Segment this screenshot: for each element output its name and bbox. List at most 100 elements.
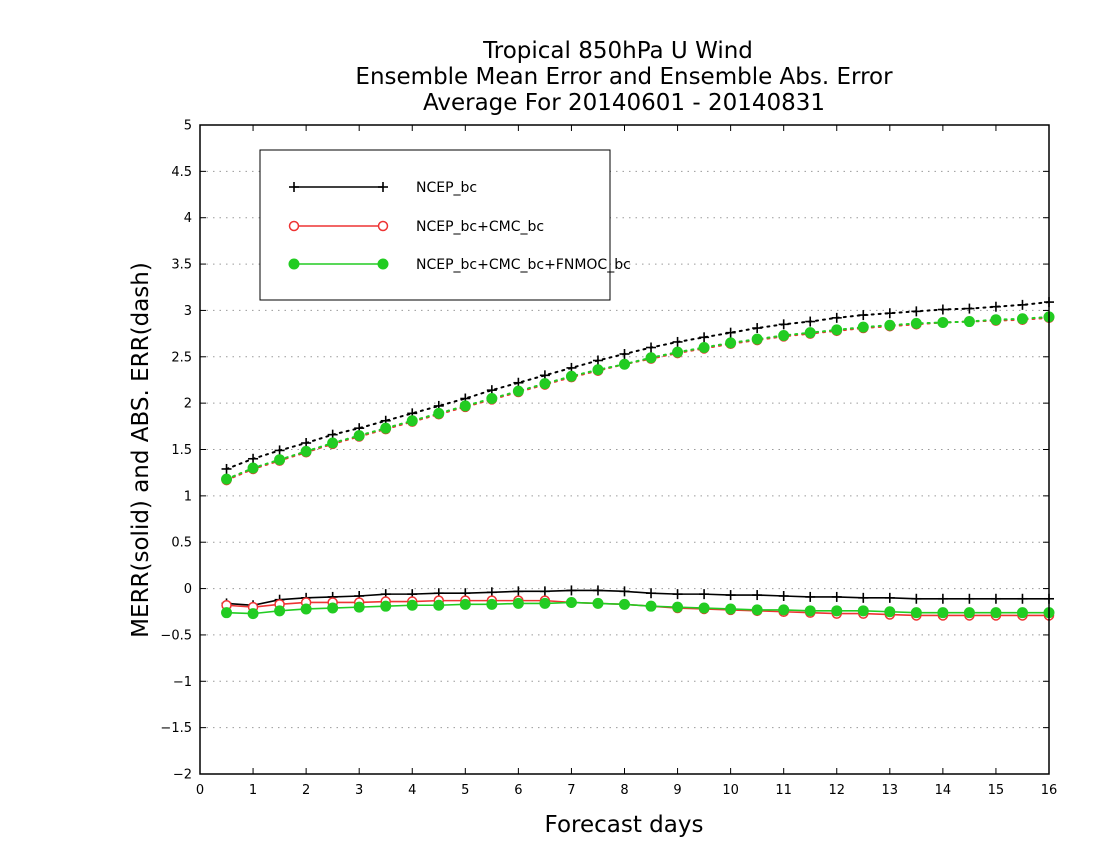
abs-err-point — [884, 319, 896, 331]
abs-err-point — [406, 415, 418, 427]
series-layer — [221, 297, 1055, 621]
abs-err-point — [512, 385, 524, 397]
mean-err-point — [513, 586, 524, 597]
legend-label: NCEP_bc — [416, 180, 477, 196]
mean-err-point — [858, 592, 869, 603]
title-line-1: Tropical 850hPa U Wind — [482, 38, 753, 64]
mean-err-point — [804, 605, 816, 617]
abs-err-point — [752, 323, 763, 334]
x-tick-label: 12 — [828, 783, 845, 798]
x-tick-label: 7 — [567, 783, 575, 798]
mean-err-point — [353, 601, 365, 613]
mean-err-point — [990, 607, 1002, 619]
mean-err-point — [752, 590, 763, 601]
abs-err-point — [433, 407, 445, 419]
y-tick-label: −1 — [173, 675, 192, 690]
mean-err-point — [565, 596, 577, 608]
abs-err-point — [858, 310, 869, 321]
mean-err-point — [964, 593, 975, 604]
chart-title: Tropical 850hPa U Wind Ensemble Mean Err… — [355, 38, 893, 116]
y-tick-label: 3.5 — [171, 258, 192, 273]
abs-err-line — [225, 315, 1050, 481]
x-axis-label: Forecast days — [545, 812, 704, 838]
abs-err-point — [565, 370, 577, 382]
mean-err-point — [990, 593, 1001, 604]
mean-err-point — [247, 608, 259, 620]
mean-err-point — [221, 607, 233, 619]
title-line-3: Average For 20140601 - 20140831 — [423, 90, 825, 116]
mean-err-point — [486, 598, 498, 610]
legend-label: NCEP_bc+CMC_bc+FNMOC_bc — [416, 257, 631, 273]
mean-err-point — [406, 599, 418, 611]
abs-err-point — [910, 317, 922, 329]
abs-err-point — [725, 337, 737, 349]
abs-err-point — [592, 355, 603, 366]
abs-err-point — [300, 445, 312, 457]
y-tick-label: 2 — [184, 397, 192, 412]
abs-err-point — [857, 321, 869, 333]
mean-err-point — [725, 603, 737, 615]
abs-err-point — [221, 473, 233, 485]
mean-err-point — [539, 597, 551, 609]
series-ncep-bc-cmc-bc-fnmoc-bc — [221, 311, 1055, 620]
mean-err-point — [1016, 607, 1028, 619]
legend-marker — [378, 182, 388, 192]
abs-err-point — [221, 463, 232, 474]
x-tick-label: 4 — [408, 783, 416, 798]
abs-err-point — [778, 319, 789, 330]
mean-err-point — [380, 600, 392, 612]
mean-err-point — [459, 598, 471, 610]
abs-err-line — [225, 301, 1050, 470]
y-axis-label: MERR(solid) and ABS. ERR(dash) — [128, 262, 154, 638]
abs-err-point — [459, 400, 471, 412]
mean-err-point — [672, 589, 683, 600]
mean-err-point — [751, 604, 763, 616]
mean-err-point — [884, 606, 896, 618]
mean-err-point — [592, 585, 603, 596]
abs-err-point — [672, 346, 684, 358]
mean-err-point — [699, 589, 710, 600]
mean-err-point — [831, 591, 842, 602]
abs-err-point — [805, 316, 816, 327]
mean-err-point — [327, 602, 339, 614]
y-tick-label: 1.5 — [171, 443, 192, 458]
abs-err-point — [804, 327, 816, 339]
mean-err-point — [619, 586, 630, 597]
mean-err-point — [831, 605, 843, 617]
mean-err-point — [672, 601, 684, 613]
abs-err-point — [646, 342, 657, 353]
mean-err-point — [1017, 593, 1028, 604]
abs-err-point — [486, 393, 498, 405]
abs-err-point — [274, 445, 285, 456]
mean-err-point — [725, 590, 736, 601]
y-tick-label: 4 — [184, 211, 192, 226]
abs-err-point — [937, 316, 949, 328]
x-tick-label: 15 — [988, 783, 1005, 798]
x-tick-label: 13 — [882, 783, 899, 798]
y-tick-label: 3 — [184, 304, 192, 319]
y-tick-label: 1 — [184, 489, 192, 504]
abs-err-point — [619, 358, 630, 370]
x-tick-label: 3 — [355, 783, 363, 798]
mean-err-point — [937, 607, 949, 619]
x-tick-label: 6 — [514, 783, 522, 798]
x-tick-label: 5 — [461, 783, 469, 798]
mean-err-point — [910, 607, 922, 619]
mean-err-point — [805, 591, 816, 602]
mean-err-point — [645, 600, 657, 612]
abs-err-point — [698, 342, 710, 354]
mean-err-point — [592, 597, 604, 609]
legend-entry: NCEP_bc — [289, 180, 477, 196]
mean-err-point — [778, 590, 789, 601]
x-tick-label: 2 — [302, 783, 310, 798]
mean-err-point — [300, 603, 312, 615]
abs-err-point — [380, 422, 392, 434]
y-tick-label: 4.5 — [171, 165, 192, 180]
y-tick-label: −1.5 — [160, 721, 192, 736]
y-tick-label: −2 — [173, 768, 192, 783]
abs-err-point — [248, 453, 259, 464]
abs-err-point — [963, 316, 975, 328]
x-tick-label: 16 — [1041, 783, 1058, 798]
y-axis: −2 −1.5 −1 −0.5 0 0.5 1 1.5 2 2.5 3 3.5 4 4.5 5 — [160, 119, 1049, 783]
